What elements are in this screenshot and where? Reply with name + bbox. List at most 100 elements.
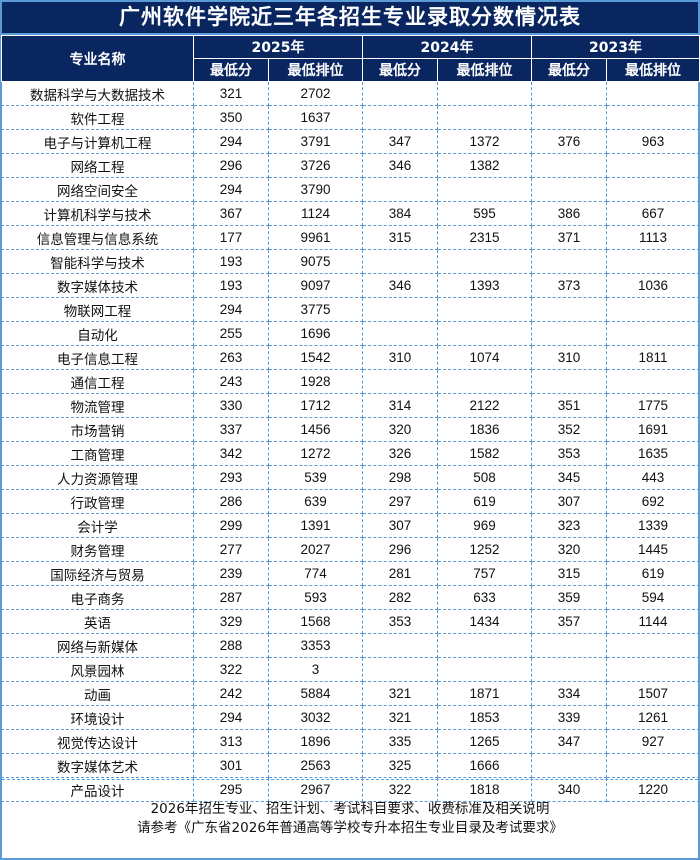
cell-min-rank-2025: 1391 <box>268 513 363 538</box>
cell-min-score-2023 <box>531 369 607 394</box>
cell-min-rank-2023 <box>606 105 700 130</box>
cell-min-score-2024: 326 <box>362 441 438 466</box>
cell-min-rank-2024: 508 <box>437 465 532 490</box>
table-row: 电子信息工程 263 1542 310 1074 310 1811 <box>1 345 700 370</box>
cell-major-name: 国际经济与贸易 <box>1 561 194 586</box>
table-row: 数字媒体艺术 301 2563 325 1666 <box>1 753 700 778</box>
cell-min-score-2024: 347 <box>362 129 438 154</box>
cell-major-name: 数据科学与大数据技术 <box>1 81 194 106</box>
cell-min-rank-2024 <box>437 81 532 106</box>
footer-line-2: 请参考《广东省2026年普通高等学校专升本招生专业目录及考试要求》 <box>137 820 563 836</box>
cell-min-score-2023 <box>531 753 607 778</box>
cell-min-rank-2025: 3791 <box>268 129 363 154</box>
cell-min-rank-2024 <box>437 321 532 346</box>
cell-min-rank-2025: 1272 <box>268 441 363 466</box>
cell-min-rank-2025: 9961 <box>268 225 363 250</box>
cell-min-rank-2023: 1507 <box>606 681 700 706</box>
cell-min-rank-2023 <box>606 321 700 346</box>
cell-major-name: 物联网工程 <box>1 297 194 322</box>
cell-min-score-2025: 277 <box>193 537 269 562</box>
cell-min-score-2025: 263 <box>193 345 269 370</box>
cell-major-name: 自动化 <box>1 321 194 346</box>
cell-min-rank-2023 <box>606 81 700 106</box>
cell-min-rank-2024: 1582 <box>437 441 532 466</box>
cell-min-rank-2023 <box>606 153 700 178</box>
cell-min-rank-2025: 774 <box>268 561 363 586</box>
cell-min-score-2023: 340 <box>531 777 607 802</box>
cell-min-score-2024: 314 <box>362 393 438 418</box>
cell-min-score-2024 <box>362 177 438 202</box>
table-row: 信息管理与信息系统 177 9961 315 2315 371 1113 <box>1 225 700 250</box>
cell-min-score-2023: 339 <box>531 705 607 730</box>
table-row: 视觉传达设计 313 1896 335 1265 347 927 <box>1 729 700 754</box>
cell-min-score-2025: 342 <box>193 441 269 466</box>
cell-min-rank-2024 <box>437 633 532 658</box>
table-row: 会计学 299 1391 307 969 323 1339 <box>1 513 700 538</box>
cell-min-score-2024: 384 <box>362 201 438 226</box>
table-row: 市场营销 337 1456 320 1836 352 1691 <box>1 417 700 442</box>
cell-major-name: 市场营销 <box>1 417 194 442</box>
cell-min-score-2025: 295 <box>193 777 269 802</box>
cell-min-score-2023 <box>531 321 607 346</box>
cell-min-rank-2024: 633 <box>437 585 532 610</box>
cell-min-score-2025: 294 <box>193 129 269 154</box>
table-row: 英语 329 1568 353 1434 357 1144 <box>1 609 700 634</box>
cell-min-score-2023: 386 <box>531 201 607 226</box>
cell-min-score-2024: 335 <box>362 729 438 754</box>
cell-min-score-2024: 346 <box>362 153 438 178</box>
cell-min-score-2025: 287 <box>193 585 269 610</box>
cell-major-name: 通信工程 <box>1 369 194 394</box>
cell-min-rank-2025: 1568 <box>268 609 363 634</box>
cell-min-rank-2025: 9075 <box>268 249 363 274</box>
footer-line-1: 2026年招生专业、招生计划、考试科目要求、收费标准及相关说明 <box>150 801 550 817</box>
cell-min-score-2025: 243 <box>193 369 269 394</box>
cell-min-rank-2024 <box>437 297 532 322</box>
page-title: 广州软件学院近三年各招生专业录取分数情况表 <box>2 2 698 35</box>
cell-min-score-2024: 321 <box>362 681 438 706</box>
cell-min-rank-2024: 1853 <box>437 705 532 730</box>
cell-min-score-2024 <box>362 321 438 346</box>
cell-min-score-2024 <box>362 297 438 322</box>
cell-min-score-2024 <box>362 81 438 106</box>
cell-min-score-2025: 293 <box>193 465 269 490</box>
cell-min-rank-2025: 1456 <box>268 417 363 442</box>
cell-major-name: 网络工程 <box>1 153 194 178</box>
cell-min-score-2023 <box>531 153 607 178</box>
cell-min-rank-2025: 3790 <box>268 177 363 202</box>
cell-min-score-2023: 351 <box>531 393 607 418</box>
cell-min-score-2023 <box>531 249 607 274</box>
cell-min-rank-2024: 1252 <box>437 537 532 562</box>
table-row: 计算机科学与技术 367 1124 384 595 386 667 <box>1 201 700 226</box>
cell-min-score-2024: 325 <box>362 753 438 778</box>
cell-major-name: 网络与新媒体 <box>1 633 194 658</box>
cell-major-name: 电子与计算机工程 <box>1 129 194 154</box>
cell-min-rank-2023: 1339 <box>606 513 700 538</box>
cell-major-name: 工商管理 <box>1 441 194 466</box>
cell-min-score-2023: 334 <box>531 681 607 706</box>
cell-min-rank-2024: 1393 <box>437 273 532 298</box>
cell-min-score-2024: 315 <box>362 225 438 250</box>
cell-min-score-2025: 288 <box>193 633 269 658</box>
table-row: 动画 242 5884 321 1871 334 1507 <box>1 681 700 706</box>
cell-major-name: 英语 <box>1 609 194 634</box>
cell-min-score-2024: 281 <box>362 561 438 586</box>
cell-major-name: 视觉传达设计 <box>1 729 194 754</box>
cell-min-score-2025: 294 <box>193 177 269 202</box>
cell-min-score-2023: 320 <box>531 537 607 562</box>
cell-min-score-2023 <box>531 105 607 130</box>
cell-min-score-2024 <box>362 249 438 274</box>
table-row: 网络与新媒体 288 3353 <box>1 633 700 658</box>
cell-min-score-2024: 296 <box>362 537 438 562</box>
cell-min-score-2025: 329 <box>193 609 269 634</box>
cell-min-rank-2024 <box>437 657 532 682</box>
cell-min-rank-2024: 1666 <box>437 753 532 778</box>
table-row: 国际经济与贸易 239 774 281 757 315 619 <box>1 561 700 586</box>
column-header-2023: 2023年 <box>531 35 700 59</box>
cell-major-name: 电子信息工程 <box>1 345 194 370</box>
cell-major-name: 物流管理 <box>1 393 194 418</box>
cell-major-name: 数字媒体技术 <box>1 273 194 298</box>
cell-min-rank-2024: 757 <box>437 561 532 586</box>
admission-score-table: 专业名称 2025年 2024年 2023年 最低分 最低排位 最低分 最低排位… <box>1 35 700 802</box>
cell-min-rank-2025: 1542 <box>268 345 363 370</box>
